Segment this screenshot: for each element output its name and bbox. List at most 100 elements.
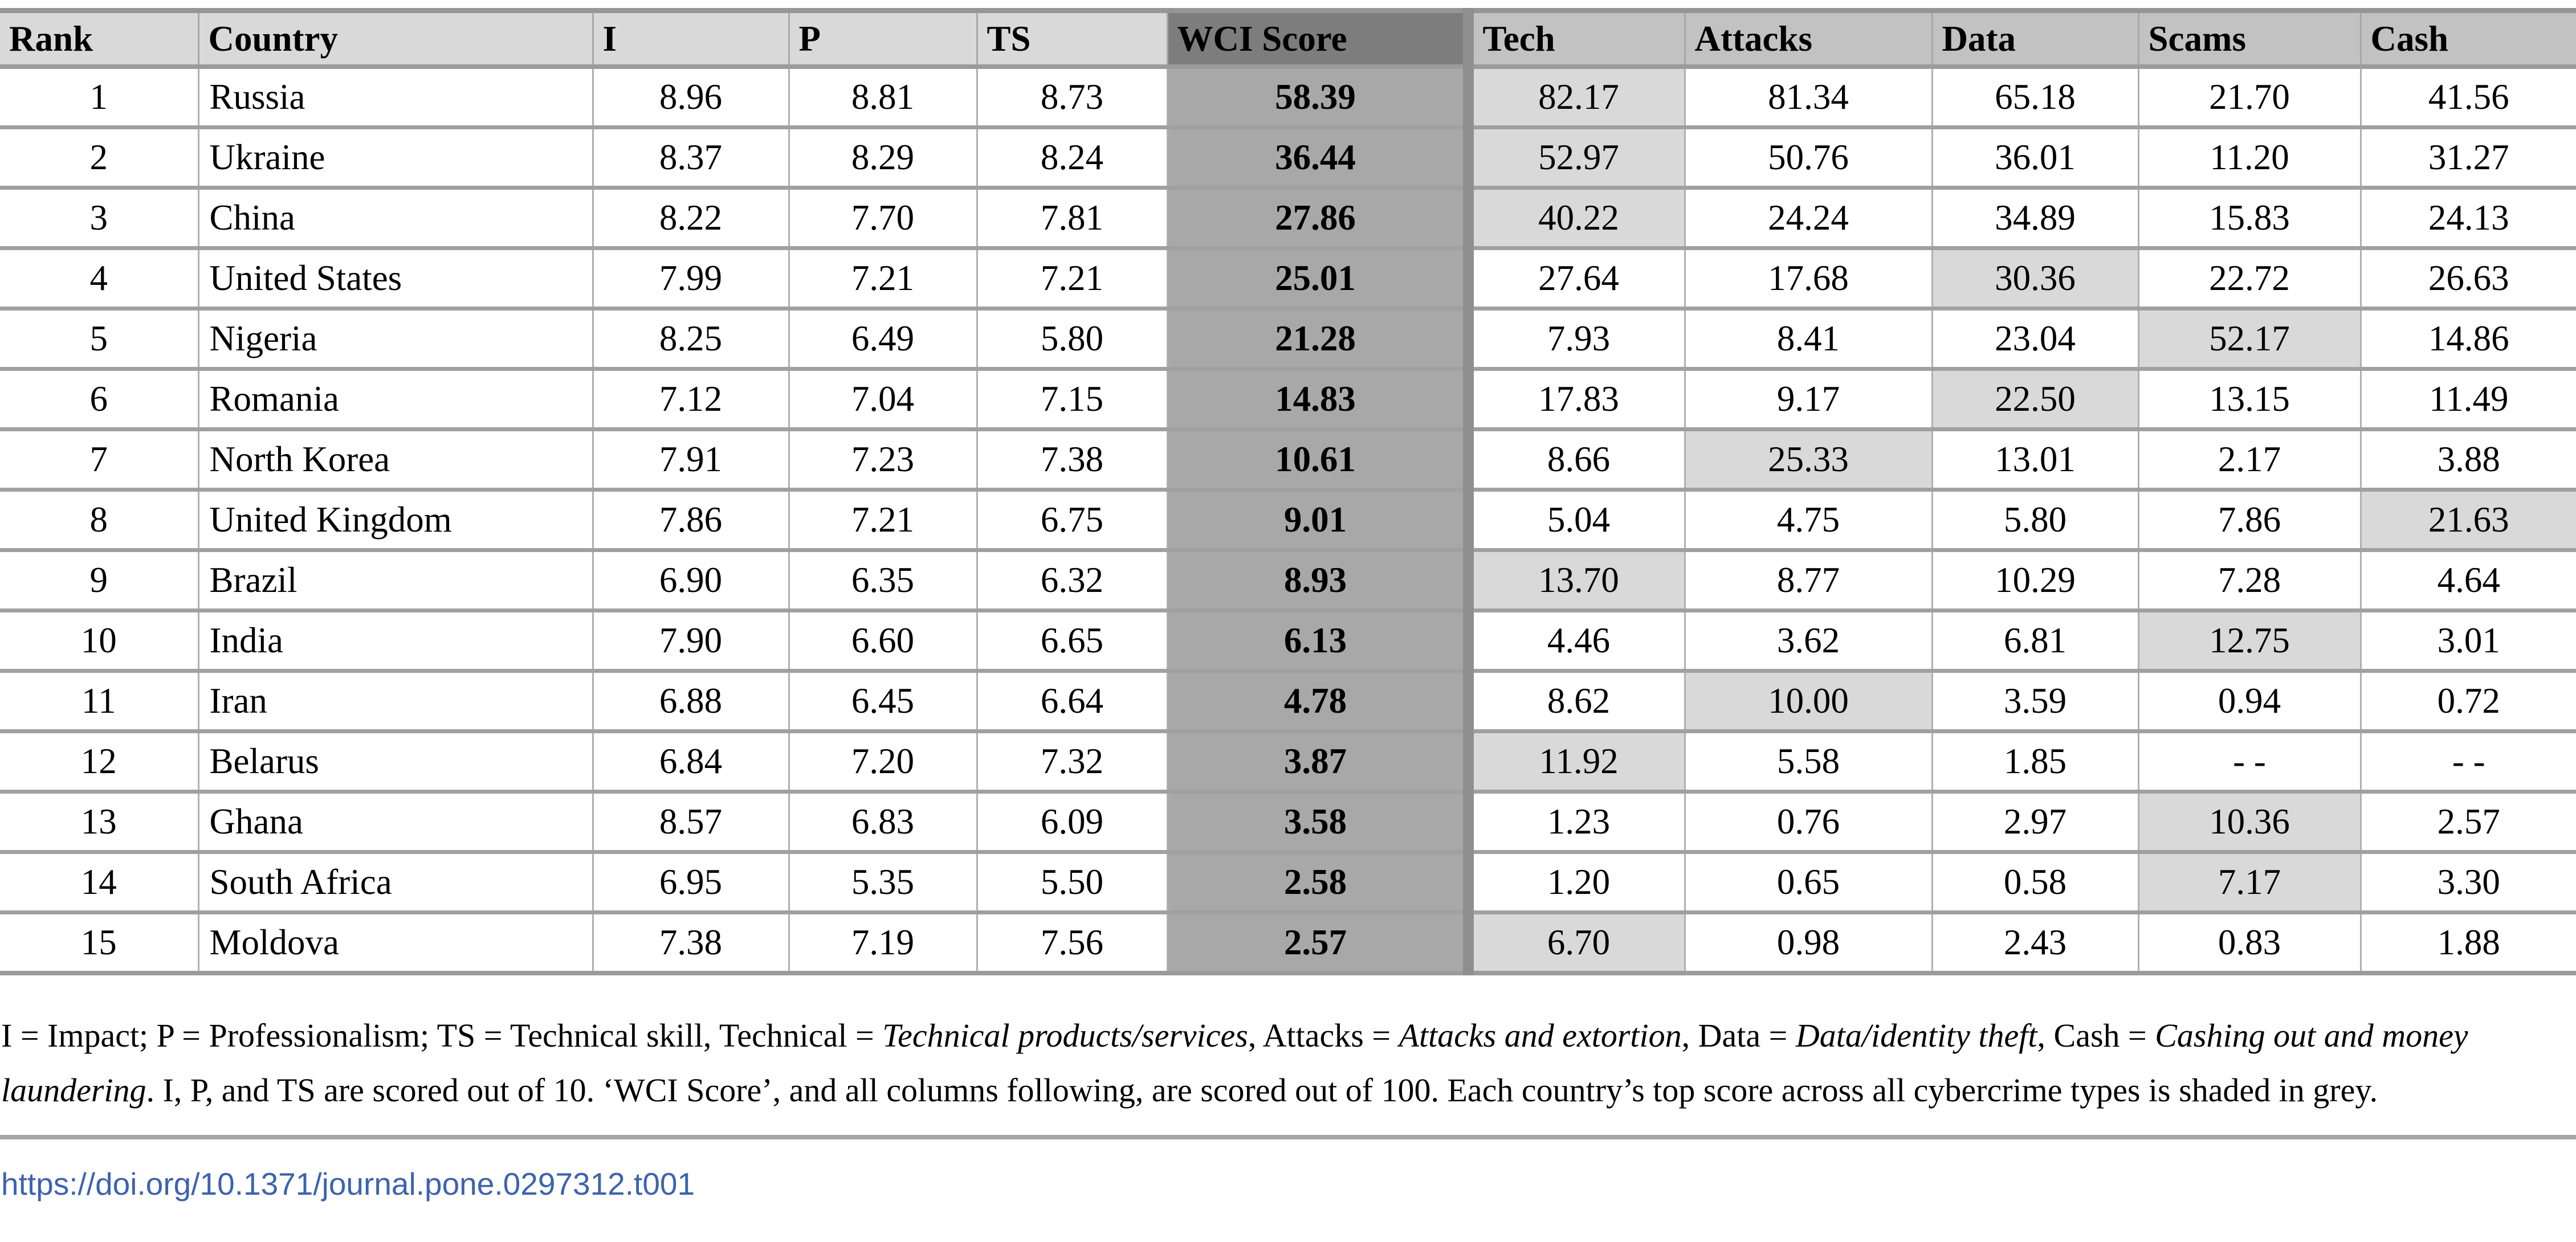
cell-rank: 3: [0, 187, 198, 250]
table-footnote: I = Impact; P = Professionalism; TS = Te…: [1, 1008, 2571, 1118]
cell-cash: 3.88: [2359, 429, 2576, 492]
cell-p: 7.20: [788, 731, 977, 794]
cell-i: 8.25: [592, 308, 789, 371]
cell-wci: 2.58: [1166, 852, 1474, 914]
doi-link[interactable]: https://doi.org/10.1371/journal.pone.029…: [1, 1166, 695, 1202]
cell-tech: 4.46: [1467, 610, 1685, 673]
cell-p: 7.21: [788, 248, 977, 310]
cell-tech: 5.04: [1467, 489, 1685, 552]
cell-tech: 82.17: [1467, 67, 1685, 129]
table-row-brazil: 9 Brazil 6.90 6.35 6.32 8.93 13.70 8.77 10.29 7.2…: [0, 550, 2576, 612]
cell-i: 8.22: [592, 187, 789, 250]
cell-ts: 7.56: [976, 912, 1167, 975]
footnote-italic-segment: Attacks and extortion: [1399, 1017, 1682, 1054]
cell-attacks: 0.76: [1684, 791, 1932, 854]
footer-divider: [0, 1135, 2576, 1139]
cell-ts: 7.15: [976, 369, 1167, 431]
cell-country: Ukraine: [197, 127, 593, 190]
column-header-ts: TS: [976, 8, 1167, 69]
cell-tech: 27.64: [1467, 248, 1685, 310]
cell-attacks: 25.33: [1684, 429, 1932, 492]
cell-scams: - -: [2137, 731, 2361, 794]
cell-wci: 3.87: [1166, 731, 1474, 794]
cell-tech: 8.66: [1467, 429, 1685, 492]
cell-ts: 7.38: [976, 429, 1167, 492]
cell-country: Belarus: [197, 731, 593, 794]
footnote-segment: , Cash =: [2037, 1017, 2155, 1054]
cell-wci: 10.61: [1166, 429, 1474, 492]
cell-attacks: 0.65: [1684, 852, 1932, 914]
cell-attacks: 5.58: [1684, 731, 1932, 794]
cell-wci: 36.44: [1166, 127, 1474, 190]
cell-rank: 5: [0, 308, 198, 371]
table-body: 1 Russia 8.96 8.81 8.73 58.39 82.17 81.34 65.18 2…: [0, 67, 2576, 975]
column-header-rank: Rank: [0, 8, 198, 69]
cell-tech: 7.93: [1467, 308, 1685, 371]
cell-cash: 1.88: [2359, 912, 2576, 975]
table-header: Rank Country I P TS WCI Score Tech Attacks Data S…: [0, 8, 2576, 69]
cell-tech: 11.92: [1467, 731, 1685, 794]
cell-attacks: 4.75: [1684, 489, 1932, 552]
cell-i: 7.86: [592, 489, 789, 552]
cell-data: 2.97: [1931, 791, 2138, 854]
cell-ts: 6.32: [976, 550, 1167, 612]
cell-data: 13.01: [1931, 429, 2138, 492]
cell-wci: 58.39: [1166, 67, 1474, 129]
cell-cash: 2.57: [2359, 791, 2576, 854]
cell-tech: 1.23: [1467, 791, 1685, 854]
table-header-row: Rank Country I P TS WCI Score Tech Attacks Data S…: [0, 8, 2576, 69]
cell-country: Ghana: [197, 791, 593, 854]
cell-country: China: [197, 187, 593, 250]
cell-scams: 0.94: [2137, 671, 2361, 733]
cell-tech: 52.97: [1467, 127, 1685, 190]
table-row-belarus: 12 Belarus 6.84 7.20 7.32 3.87 11.92 5.58 1.85- …: [0, 731, 2576, 794]
cell-scams: 52.17: [2137, 308, 2361, 371]
cell-ts: 6.64: [976, 671, 1167, 733]
world-cybercrime-index-table: Rank Country I P TS WCI Score Tech Attacks Data S…: [0, 8, 2576, 975]
cell-attacks: 9.17: [1684, 369, 1932, 431]
cell-cash: 41.56: [2359, 67, 2576, 129]
cell-rank: 1: [0, 67, 198, 129]
cell-i: 6.95: [592, 852, 789, 914]
cell-i: 6.84: [592, 731, 789, 794]
cell-data: 34.89: [1931, 187, 2138, 250]
cell-ts: 8.73: [976, 67, 1167, 129]
cell-country: India: [197, 610, 593, 673]
cell-p: 8.81: [788, 67, 977, 129]
cell-data: 6.81: [1931, 610, 2138, 673]
cell-scams: 7.28: [2137, 550, 2361, 612]
cell-scams: 10.36: [2137, 791, 2361, 854]
cell-wci: 6.13: [1166, 610, 1474, 673]
cell-cash: 26.63: [2359, 248, 2576, 310]
table-row-romania: 6 Romania 7.12 7.04 7.15 14.83 17.83 9.17 22.50 1…: [0, 369, 2576, 431]
table-row-ukraine: 2 Ukraine 8.37 8.29 8.24 36.44 52.97 50.76 36.01…: [0, 127, 2576, 190]
cell-attacks: 24.24: [1684, 187, 1932, 250]
footnote-italic-segment: Data/identity theft: [1795, 1017, 2037, 1054]
cell-wci: 9.01: [1166, 489, 1474, 552]
cell-p: 7.19: [788, 912, 977, 975]
cell-p: 7.21: [788, 489, 977, 552]
cell-attacks: 8.77: [1684, 550, 1932, 612]
cell-rank: 2: [0, 127, 198, 190]
cell-scams: 21.70: [2137, 67, 2361, 129]
cell-data: 22.50: [1931, 369, 2138, 431]
footnote-segment: . I, P, and TS are scored out of 10. ‘WC…: [146, 1072, 2378, 1109]
cell-rank: 12: [0, 731, 198, 794]
cell-ts: 7.81: [976, 187, 1167, 250]
cell-data: 1.85: [1931, 731, 2138, 794]
cell-scams: 0.83: [2137, 912, 2361, 975]
table-row-united-states: 4 United States 7.99 7.21 7.21 25.01 27.64 17.6…: [0, 248, 2576, 310]
cell-scams: 11.20: [2137, 127, 2361, 190]
cell-wci: 27.86: [1166, 187, 1474, 250]
cell-data: 0.58: [1931, 852, 2138, 914]
cell-wci: 14.83: [1166, 369, 1474, 431]
cell-rank: 4: [0, 248, 198, 310]
column-header-data: Data: [1931, 8, 2138, 69]
cell-scams: 15.83: [2137, 187, 2361, 250]
cell-country: Russia: [197, 67, 593, 129]
cell-attacks: 8.41: [1684, 308, 1932, 371]
cell-country: Nigeria: [197, 308, 593, 371]
cell-p: 5.35: [788, 852, 977, 914]
cell-country: Brazil: [197, 550, 593, 612]
table-row-iran: 11 Iran 6.88 6.45 6.64 4.78 8.62 10.00 3.59 0.94 0…: [0, 671, 2576, 733]
